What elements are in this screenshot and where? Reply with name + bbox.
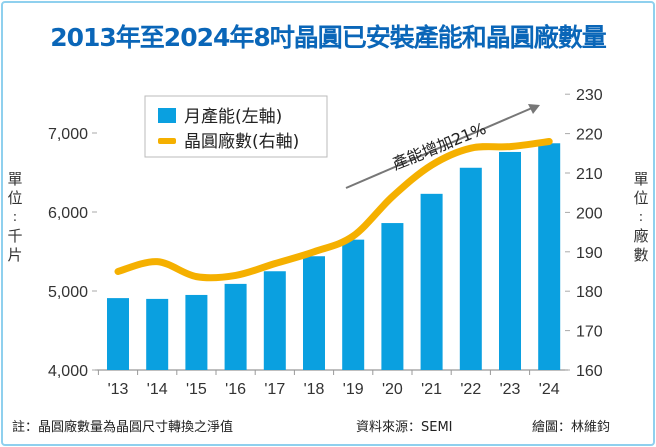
bar (499, 151, 521, 370)
right-tick-label: 200 (576, 205, 603, 222)
x-tick-label: '15 (186, 381, 207, 398)
right-tick-label: 230 (576, 87, 603, 104)
left-tick-label: 6,000 (48, 205, 88, 222)
footer-credit: 繪圖：林維鈞 (532, 420, 611, 435)
x-tick-label: '19 (343, 381, 364, 398)
x-tick-label: '23 (500, 381, 521, 398)
chart-title: 2013年至2024年8吋晶圓已安裝產能和晶圓廠數量 (50, 23, 607, 52)
bar (538, 143, 561, 370)
bar (342, 239, 365, 370)
x-tick-label: '17 (264, 381, 285, 398)
right-tick-label: 220 (576, 127, 603, 144)
x-tick-label: '14 (147, 381, 168, 398)
footer-source: 資料來源：SEMI (356, 420, 453, 435)
left-tick-label: 5,000 (48, 284, 88, 301)
arrow-head-icon (528, 104, 540, 114)
x-tick-label: '20 (382, 381, 403, 398)
legend-bar-swatch (158, 108, 176, 123)
right-tick-label: 160 (576, 363, 603, 380)
bar (107, 298, 129, 370)
bar (146, 298, 169, 370)
legend-line-swatch (158, 138, 176, 144)
left-axis-label: 單位:千片 (7, 170, 23, 264)
right-axis-label: 單位:廠數 (633, 170, 649, 264)
fab-count-line (114, 137, 553, 282)
legend-bar-label: 月產能(左軸) (184, 107, 282, 127)
x-tick-label: '24 (539, 381, 560, 398)
right-tick-label: 170 (576, 324, 603, 341)
right-tick-label: 180 (576, 284, 603, 301)
x-tick-label: '22 (460, 381, 481, 398)
bar (459, 167, 482, 370)
trend-arrow (345, 107, 533, 189)
left-tick-label: 4,000 (48, 363, 88, 380)
bar (263, 271, 286, 370)
bar (420, 193, 443, 370)
x-tick-label: '13 (108, 381, 129, 398)
right-tick-label: 210 (576, 166, 603, 183)
bar (224, 283, 247, 370)
footer-note: 註：晶圓廠數量為晶圓尺寸轉換之淨值 (12, 420, 234, 435)
x-tick-label: '18 (304, 381, 325, 398)
bar (185, 294, 208, 370)
left-tick-label: 7,000 (48, 126, 88, 143)
legend-line-label: 晶圓廠數(右軸) (184, 131, 299, 152)
right-tick-label: 190 (576, 245, 603, 262)
x-tick-label: '21 (421, 381, 442, 398)
bar (303, 256, 325, 370)
x-tick-label: '16 (225, 381, 246, 398)
legend-box (144, 95, 328, 158)
bar (381, 223, 404, 370)
